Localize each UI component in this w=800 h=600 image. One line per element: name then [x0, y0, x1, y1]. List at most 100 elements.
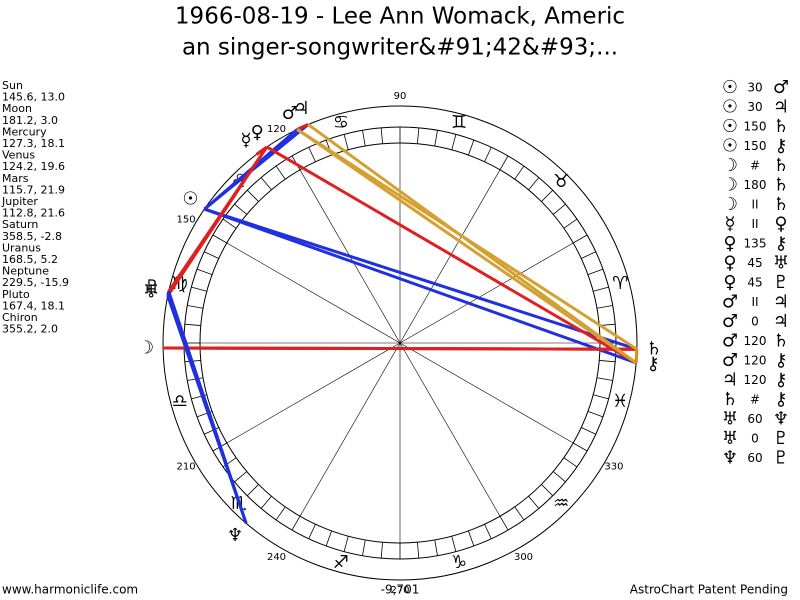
aspect-planet: ☽ — [722, 194, 738, 215]
planet-glyph: ♆ — [227, 525, 243, 546]
aspect-planet: ⚷ — [774, 136, 787, 157]
planet-name: Jupiter — [1, 195, 38, 208]
aspect-planet: ♄ — [773, 175, 789, 196]
notice: AstroChart Patent Pending — [630, 583, 788, 597]
aspect-planet: ♃ — [773, 97, 789, 118]
ring-tick — [275, 506, 286, 521]
planet-name: Pluto — [2, 288, 30, 301]
aspect-type: II — [751, 295, 758, 309]
sign-glyph: ♈ — [612, 273, 628, 294]
aspect-line — [203, 207, 638, 351]
ring-tick — [528, 177, 540, 191]
site-link: www.harmoniclife.com — [2, 583, 138, 597]
ring-tick — [343, 536, 349, 552]
planet-position: 181.2, 3.0 — [2, 114, 58, 127]
aspect-type: 0 — [751, 432, 759, 446]
planet-position: 115.7, 21.9 — [2, 183, 65, 196]
planet-glyph: ⚷ — [647, 353, 660, 374]
ring-tick — [434, 539, 438, 556]
aspect-planet: ☽ — [722, 175, 738, 196]
ring-tick — [260, 495, 272, 509]
planet-glyph: ♂ — [282, 103, 298, 124]
spoke — [226, 342, 401, 444]
degree-label: 300 — [514, 552, 533, 563]
ring-tick — [484, 147, 492, 162]
sign-glyph: ♊ — [451, 112, 467, 133]
aspect-planet: ♀ — [723, 253, 736, 274]
aspect-type: 45 — [747, 256, 762, 270]
planet-position: 112.8, 21.6 — [2, 207, 65, 220]
degree-label: 330 — [604, 462, 623, 473]
aspect-planet: ☽ — [722, 155, 738, 176]
tick-group — [184, 127, 616, 559]
aspect-type: # — [750, 159, 760, 173]
ring-tick — [434, 130, 438, 147]
aspect-planet: ♀ — [723, 272, 736, 293]
ring-tick — [246, 189, 259, 202]
ring-tick — [541, 484, 554, 497]
aspect-line — [203, 123, 310, 211]
ring-tick — [552, 203, 566, 215]
aspect-planet: ♄ — [773, 194, 789, 215]
ring-tick — [191, 286, 207, 292]
aspect-planet: ⚷ — [774, 233, 787, 254]
planet-glyph: ♇ — [144, 277, 160, 298]
spoke — [226, 242, 401, 344]
ring-tick — [573, 234, 588, 244]
ring-tick — [260, 177, 272, 191]
aspect-type: 180 — [744, 178, 767, 192]
ring-tick — [593, 286, 609, 292]
ring-tick — [380, 127, 383, 144]
ring-tick — [204, 427, 219, 435]
aspect-line — [266, 145, 637, 365]
spoke — [399, 242, 574, 344]
ring-tick — [380, 542, 383, 559]
planet-glyph: ☽ — [138, 337, 154, 358]
aspect-planet: ♇ — [773, 448, 789, 469]
degree-label: 90 — [394, 91, 407, 102]
ring-tick — [541, 189, 554, 202]
ring-tick — [468, 530, 475, 547]
aspect-planet: ♃ — [773, 311, 789, 332]
ring-tick — [552, 471, 566, 483]
planet-name: Sun — [2, 79, 23, 92]
aspect-type: 0 — [751, 315, 759, 329]
aspect-planet: ☿ — [724, 214, 735, 235]
ring-tick — [596, 305, 613, 309]
aspect-line — [296, 123, 309, 131]
aspect-planet: ♇ — [773, 428, 789, 449]
planet-name: Mercury — [2, 125, 47, 138]
ring-tick — [187, 305, 204, 309]
aspect-type: 60 — [747, 412, 762, 426]
planet-glyph: ♄ — [646, 339, 662, 360]
aspect-type: 150 — [744, 120, 767, 134]
planet-glyph: ♃ — [294, 98, 310, 119]
aspect-planet: ♄ — [773, 331, 789, 352]
aspect-type: 120 — [744, 373, 767, 387]
planet-position: 127.3, 18.1 — [2, 137, 65, 150]
ring-tick — [343, 134, 349, 150]
aspect-planet: ♄ — [773, 116, 789, 137]
planet-glyph: ♅ — [143, 281, 159, 302]
aspect-planet: ♃ — [773, 292, 789, 313]
ring-tick — [563, 457, 578, 468]
planet-glyph: ☿ — [241, 130, 252, 151]
planet-name: Neptune — [2, 265, 49, 278]
aspect-planet: ☉ — [722, 116, 738, 137]
aspect-planet: ♃ — [722, 370, 738, 391]
aspect-planet: ♅ — [722, 409, 738, 430]
aspect-planet: ♀ — [774, 214, 787, 235]
aspect-planet: ⚷ — [774, 350, 787, 371]
score: -9,701 — [381, 583, 420, 597]
aspect-planet: ⚷ — [774, 389, 787, 410]
planet-name: Moon — [2, 102, 32, 115]
ring-tick — [514, 165, 525, 180]
aspect-planet: ♆ — [773, 409, 789, 430]
ring-tick — [184, 323, 201, 326]
aspect-line — [296, 128, 638, 365]
ring-tick — [234, 471, 248, 483]
ring-tick — [514, 506, 525, 521]
aspect-type: 135 — [744, 237, 767, 251]
